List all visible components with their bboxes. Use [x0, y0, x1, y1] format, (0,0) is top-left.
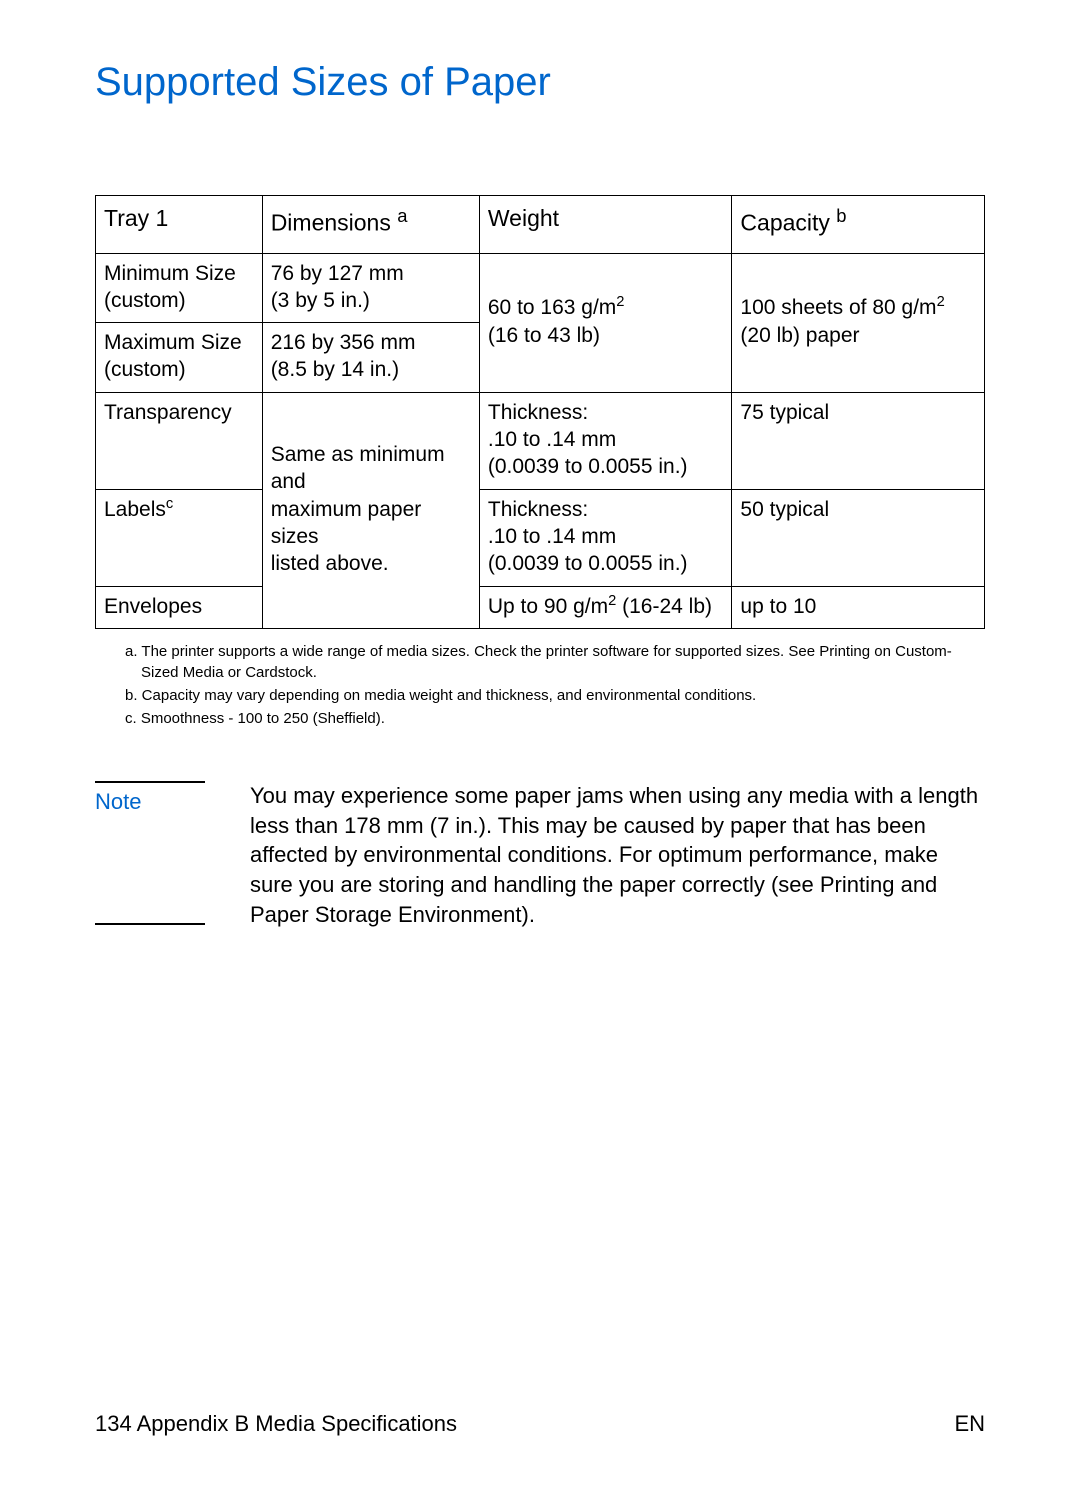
text-line: Maximum Size [104, 331, 242, 354]
text-line: (3 by 5 in.) [271, 289, 370, 312]
text: (16-24 lb) [616, 595, 712, 618]
cell-envelopes-weight: Up to 90 g/m2 (16-24 lb) [479, 586, 732, 628]
text-line: 60 to 163 g/m [488, 296, 616, 319]
text-line: .10 to .14 mm [488, 428, 616, 451]
text-line: (20 lb) paper [740, 324, 859, 347]
text-line: (0.0039 to 0.0055 in.) [488, 552, 688, 575]
cell-weight-merged: 60 to 163 g/m2 (16 to 43 lb) [479, 253, 732, 392]
note-text: You may experience some paper jams when … [250, 781, 985, 929]
footer-left: 134 Appendix B Media Specifications [95, 1411, 457, 1437]
page-title: Supported Sizes of Paper [95, 60, 985, 105]
table-row: Transparency Same as minimum and maximum… [96, 392, 985, 489]
note-block: Note You may experience some paper jams … [95, 781, 985, 929]
text-line: listed above. [271, 552, 389, 575]
superscript: 2 [616, 294, 624, 310]
page-number: 134 [95, 1411, 132, 1436]
text-line: (16 to 43 lb) [488, 324, 600, 347]
header-capacity-sup: b [836, 205, 846, 226]
note-label: Note [95, 789, 250, 815]
cell-transparency-label: Transparency [96, 392, 263, 489]
text-line: (8.5 by 14 in.) [271, 358, 399, 381]
table-row: Labelsc Thickness: .10 to .14 mm (0.0039… [96, 489, 985, 586]
text: Up to 90 g/m [488, 595, 608, 618]
page-footer: 134 Appendix B Media Specifications EN [95, 1411, 985, 1437]
cell-envelopes-capacity: up to 10 [732, 586, 985, 628]
cell-envelopes-label: Envelopes [96, 586, 263, 628]
cell-max-size-label: Maximum Size (custom) [96, 323, 263, 393]
cell-labels-label: Labelsc [96, 489, 263, 586]
text-line: 100 sheets of 80 g/m [740, 296, 936, 319]
cell-labels-capacity: 50 typical [732, 489, 985, 586]
cell-min-size-dim: 76 by 127 mm (3 by 5 in.) [262, 253, 479, 323]
cell-min-size-label: Minimum Size (custom) [96, 253, 263, 323]
text-line: Minimum Size [104, 262, 236, 285]
header-dimensions-text: Dimensions [271, 210, 398, 236]
cell-labels-weight: Thickness: .10 to .14 mm (0.0039 to 0.00… [479, 489, 732, 586]
note-rule-top [95, 781, 205, 783]
cell-transparency-weight: Thickness: .10 to .14 mm (0.0039 to 0.00… [479, 392, 732, 489]
header-capacity-text: Capacity [740, 210, 836, 236]
text: Labels [104, 498, 166, 521]
text-line: (custom) [104, 289, 186, 312]
text-line: .10 to .14 mm [488, 525, 616, 548]
text-line: (0.0039 to 0.0055 in.) [488, 455, 688, 478]
text-line: 76 by 127 mm [271, 262, 404, 285]
footnote-c: c. Smoothness - 100 to 250 (Sheffield). [125, 708, 985, 729]
cell-capacity-merged: 100 sheets of 80 g/m2 (20 lb) paper [732, 253, 985, 392]
header-dimensions: Dimensions a [262, 196, 479, 254]
header-weight: Weight [479, 196, 732, 254]
footer-right: EN [954, 1411, 985, 1437]
superscript: 2 [937, 294, 945, 310]
header-capacity: Capacity b [732, 196, 985, 254]
text-line: 216 by 356 mm [271, 331, 416, 354]
footnote-b: b. Capacity may vary depending on media … [125, 685, 985, 706]
table-row: Minimum Size (custom) 76 by 127 mm (3 by… [96, 253, 985, 323]
document-page: Supported Sizes of Paper Tray 1 Dimensio… [0, 0, 1080, 1495]
cell-dims-merged: Same as minimum and maximum paper sizes … [262, 392, 479, 628]
text-line: Thickness: [488, 401, 588, 424]
paper-sizes-table: Tray 1 Dimensions a Weight Capacity b Mi… [95, 195, 985, 629]
superscript: c [166, 496, 173, 512]
text-line: Thickness: [488, 498, 588, 521]
footer-section: Appendix B Media Specifications [132, 1411, 457, 1436]
footnote-a: a. The printer supports a wide range of … [125, 641, 985, 683]
cell-transparency-capacity: 75 typical [732, 392, 985, 489]
text-line: Same as minimum and [271, 443, 445, 493]
note-rule-bottom [95, 923, 205, 925]
header-dimensions-sup: a [397, 205, 407, 226]
note-sidebar: Note [95, 781, 250, 925]
table-row: Envelopes Up to 90 g/m2 (16-24 lb) up to… [96, 586, 985, 628]
cell-max-size-dim: 216 by 356 mm (8.5 by 14 in.) [262, 323, 479, 393]
footnotes: a. The printer supports a wide range of … [95, 641, 985, 729]
table-header-row: Tray 1 Dimensions a Weight Capacity b [96, 196, 985, 254]
text-line: maximum paper sizes [271, 498, 422, 548]
header-tray: Tray 1 [96, 196, 263, 254]
text-line: (custom) [104, 358, 186, 381]
